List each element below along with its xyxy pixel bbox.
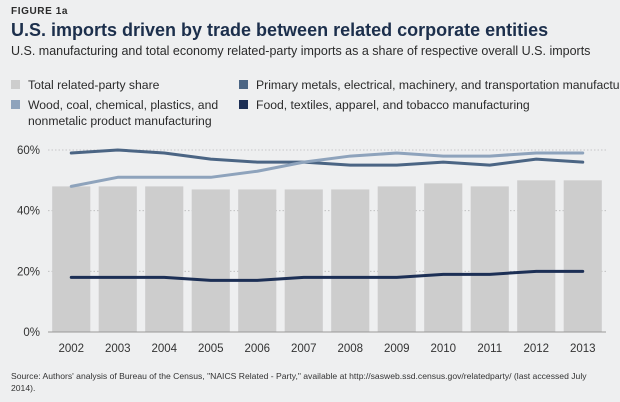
y-tick-label: 60% xyxy=(17,145,40,157)
bar-total-2010 xyxy=(424,183,463,332)
x-tick-label: 2002 xyxy=(58,343,84,355)
chart-subtitle: U.S. manufacturing and total economy rel… xyxy=(11,44,591,58)
x-tick-label: 2013 xyxy=(570,343,596,355)
bar-total-2002 xyxy=(52,186,91,332)
x-tick-label: 2004 xyxy=(151,343,177,355)
legend-label-wood: Wood, coal, chemical, plastics, and nonm… xyxy=(28,98,219,128)
y-tick-label: 40% xyxy=(17,206,40,218)
bar-total-2013 xyxy=(563,180,602,332)
legend-swatch-wood xyxy=(11,100,20,109)
x-tick-label: 2007 xyxy=(291,343,317,355)
legend-swatch-metals xyxy=(239,80,248,89)
legend-swatch-total xyxy=(11,80,20,89)
x-tick-label: 2008 xyxy=(337,343,363,355)
bar-total-2011 xyxy=(470,186,509,332)
bar-total-2012 xyxy=(517,180,556,332)
x-tick-label: 2011 xyxy=(477,343,502,355)
source-note: Source: Authors' analysis of Bureau of t… xyxy=(11,371,587,393)
x-tick-label: 2006 xyxy=(244,343,270,355)
bar-total-2006 xyxy=(238,189,277,332)
legend-swatch-food xyxy=(239,100,248,109)
series-line-2 xyxy=(69,269,585,282)
x-tick-label: 2005 xyxy=(198,343,224,355)
bar-total-2005 xyxy=(191,189,230,332)
y-tick-label: 0% xyxy=(23,327,40,339)
bar-total-2003 xyxy=(98,186,137,332)
bar-total-2009 xyxy=(377,186,416,332)
bar-total-2004 xyxy=(145,186,184,332)
bar-total-2008 xyxy=(331,189,370,332)
x-tick-label: 2003 xyxy=(105,343,131,355)
bar-total-2007 xyxy=(284,189,323,332)
figure-label: FIGURE 1a xyxy=(11,6,69,17)
x-tick-label: 2009 xyxy=(384,343,410,355)
x-tick-label: 2012 xyxy=(523,343,549,355)
series-line-1 xyxy=(69,151,585,188)
x-tick-label: 2010 xyxy=(430,343,456,355)
y-tick-label: 20% xyxy=(17,266,40,278)
legend-label-food: Food, textiles, apparel, and tobacco man… xyxy=(256,98,530,112)
legend-label-metals: Primary metals, electrical, machinery, a… xyxy=(256,78,620,92)
series-line-0 xyxy=(69,148,585,167)
legend-label-total: Total related-party share xyxy=(28,78,160,92)
chart-title: U.S. imports driven by trade between rel… xyxy=(11,20,549,40)
